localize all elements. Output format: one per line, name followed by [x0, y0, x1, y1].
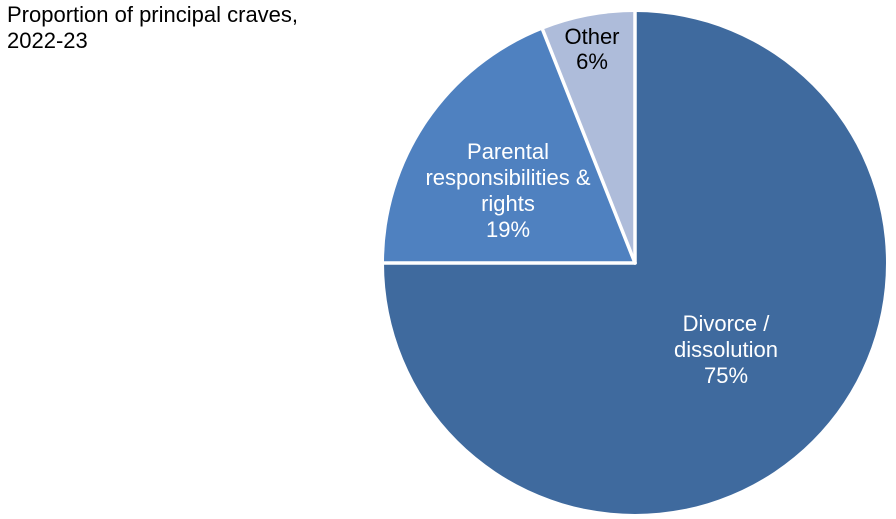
chart-title: Proportion of principal craves, 2022-23 [7, 2, 299, 53]
slice-separator-line [540, 27, 637, 265]
pie-slice-parental-responsibilities-rights [384, 29, 635, 263]
